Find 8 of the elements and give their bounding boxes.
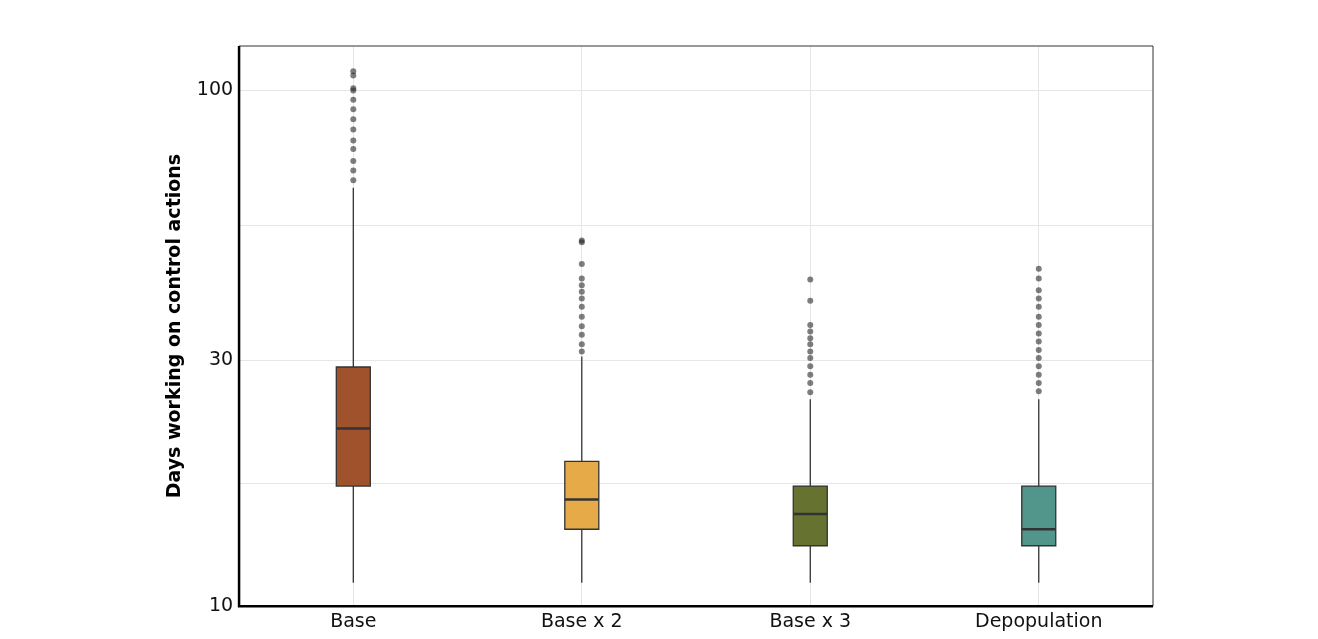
y-tick-label: 100 (196, 77, 234, 100)
x-tick-label: Base x 2 (540, 608, 623, 631)
x-tick-label: Base x 3 (769, 608, 852, 631)
y-tick-label: 30 (208, 347, 234, 370)
y-tick-label: 10 (208, 593, 234, 616)
x-tick-label: Depopulation (975, 608, 1103, 631)
y-axis-title: Days working on control actions (162, 153, 185, 499)
x-tick-label: Base (330, 608, 377, 631)
